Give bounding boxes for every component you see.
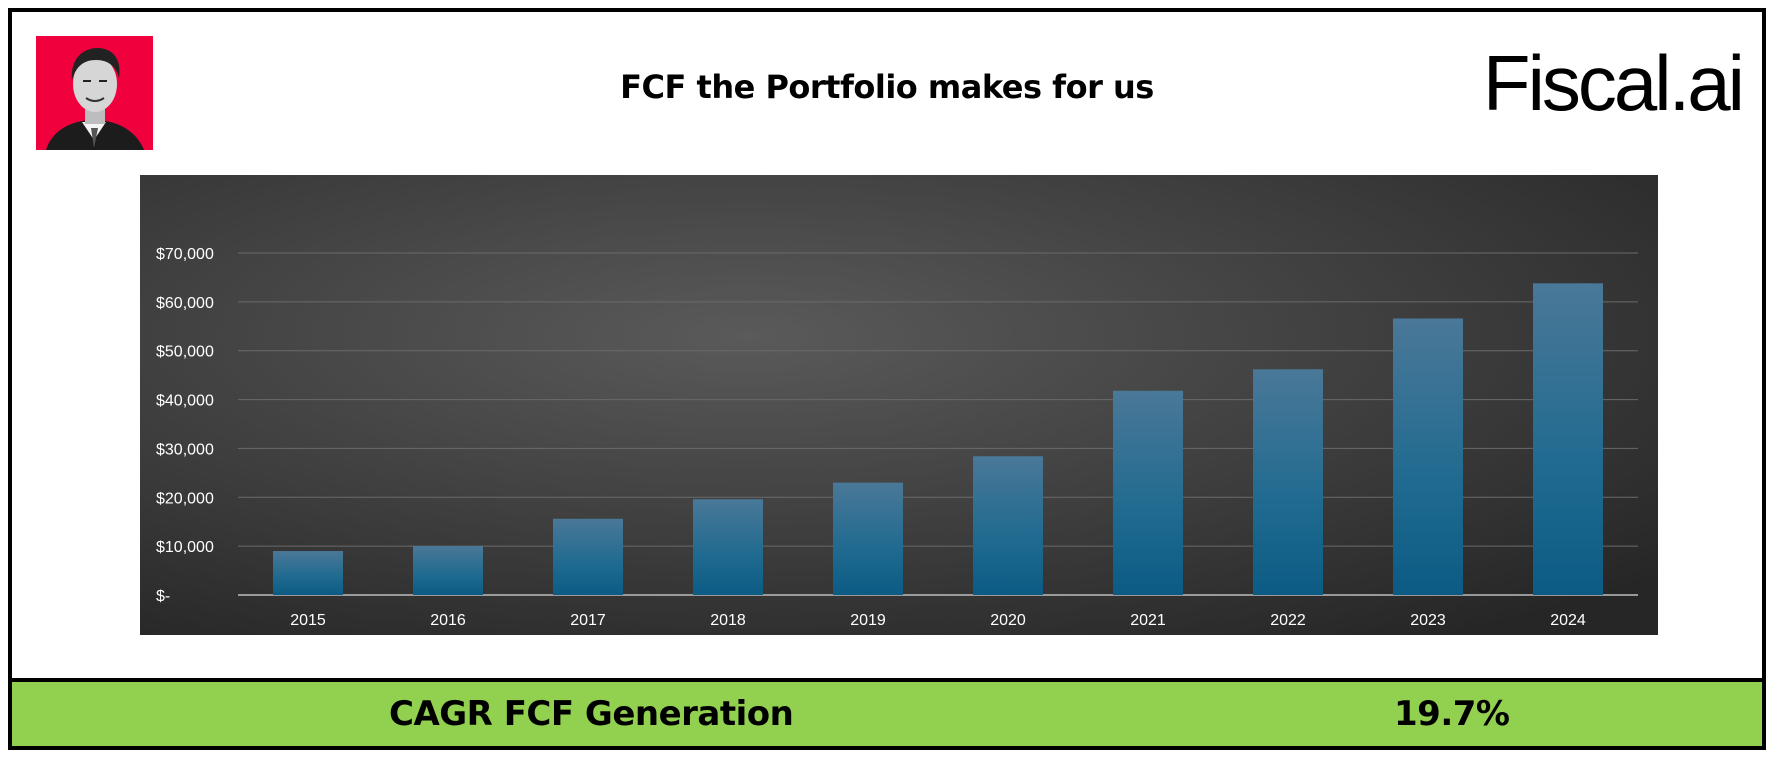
y-tick-label: $10,000 [156,539,214,556]
y-tick-label: $20,000 [156,490,214,507]
bar-2023 [1393,318,1463,595]
x-tick-label: 2016 [430,612,466,629]
cagr-label: CAGR FCF Generation [389,694,794,734]
cagr-value: 19.7% [1394,694,1510,734]
chart-svg: $- $10,000 $20,000 $30,000 $40,000 $50,000 $60… [140,175,1658,635]
x-tick-label: 2022 [1270,612,1306,629]
page-title: FCF the Portfolio makes for us [620,68,1154,106]
y-tick-label: $- [156,588,170,605]
fcf-bar-chart: $- $10,000 $20,000 $30,000 $40,000 $50,000 $60… [140,175,1658,635]
brand-logo: Fiscal.ai [1482,39,1745,127]
x-tick-label: 2019 [850,612,886,629]
y-tick-label: $60,000 [156,295,214,312]
x-tick-label: 2015 [290,612,326,629]
y-tick-label: $30,000 [156,441,214,458]
x-tick-label: 2017 [570,612,606,629]
bar-2017 [553,518,623,595]
bar-2016 [413,546,483,595]
bar-2022 [1253,369,1323,595]
y-tick-label: $50,000 [156,344,214,361]
x-tick-label: 2020 [990,612,1026,629]
bar-2018 [693,499,763,595]
x-tick-label: 2024 [1550,612,1586,629]
x-tick-label: 2021 [1130,612,1166,629]
x-tick-label: 2018 [710,612,746,629]
x-tick-label: 2023 [1410,612,1446,629]
bar-2024 [1533,283,1603,595]
bar-2019 [833,482,903,595]
infographic-frame: FCF the Portfolio makes for us Fiscal.ai… [8,8,1766,750]
bar-2020 [973,456,1043,595]
bar-2021 [1113,390,1183,595]
bar-2015 [273,551,343,595]
y-tick-label: $70,000 [156,246,214,263]
portrait-avatar-icon [36,36,153,150]
cagr-banner: CAGR FCF Generation 19.7% [12,678,1762,746]
y-tick-label: $40,000 [156,393,214,410]
